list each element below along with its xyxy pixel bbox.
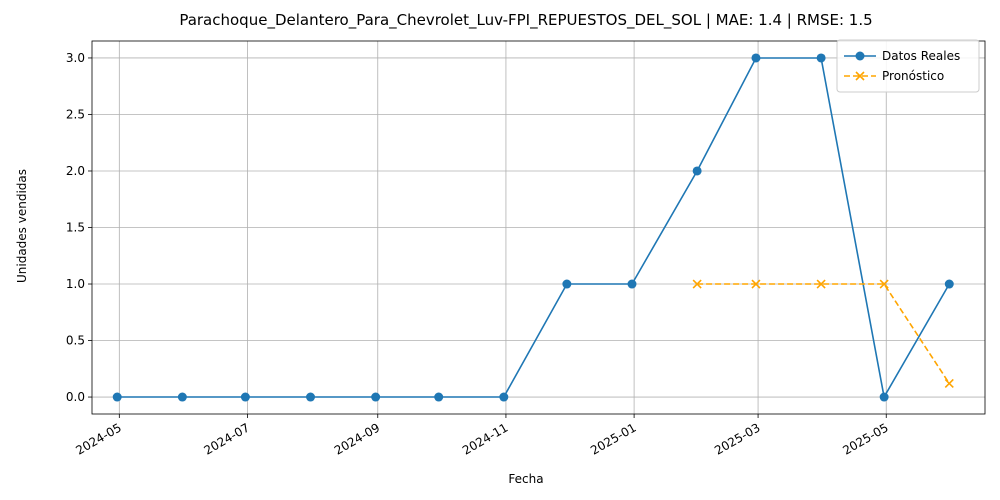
data-point	[499, 392, 509, 402]
data-point	[879, 279, 889, 289]
legend-label: Datos Reales	[882, 49, 960, 63]
data-point	[371, 392, 381, 402]
legend-label: Pronóstico	[882, 69, 944, 83]
data-point	[816, 53, 826, 63]
legend: Datos Reales Pronóstico	[836, 39, 980, 93]
y-tick-label: 3.0	[66, 51, 85, 65]
data-point	[816, 279, 826, 289]
y-tick-label: 1.5	[66, 221, 85, 235]
data-point	[240, 392, 250, 402]
y-tick-label: 0.0	[66, 390, 85, 404]
y-tick-label: 2.0	[66, 164, 85, 178]
y-tick-label: 0.5	[66, 334, 85, 348]
data-point	[879, 392, 889, 402]
y-axis-label: Unidades vendidas	[15, 169, 29, 283]
series-forecast	[692, 279, 954, 389]
data-point	[944, 279, 954, 289]
data-point	[692, 166, 702, 176]
y-tick-label: 1.0	[66, 277, 85, 291]
x-axis-label: Fecha	[508, 472, 543, 486]
series-line	[697, 283, 950, 384]
data-point	[627, 279, 637, 289]
series-layer	[112, 53, 954, 402]
data-point	[944, 378, 954, 389]
data-point	[177, 392, 187, 402]
y-tick-label: 2.5	[66, 107, 85, 121]
data-point	[434, 392, 444, 402]
data-point	[855, 51, 865, 61]
data-point	[855, 71, 865, 81]
data-point	[751, 53, 761, 63]
legend-box	[836, 39, 980, 93]
data-point	[562, 279, 572, 289]
data-point	[112, 392, 122, 402]
series-line	[117, 57, 950, 400]
data-point	[692, 279, 702, 289]
data-point	[751, 279, 761, 289]
chart-title: Parachoque_Delantero_Para_Chevrolet_Luv-…	[179, 11, 872, 30]
data-point	[306, 392, 316, 402]
series-actual	[112, 53, 954, 402]
y-axis-ticks: 0.0 0.5 1.0 1.5 2.0 2.5 3.0	[66, 51, 92, 404]
